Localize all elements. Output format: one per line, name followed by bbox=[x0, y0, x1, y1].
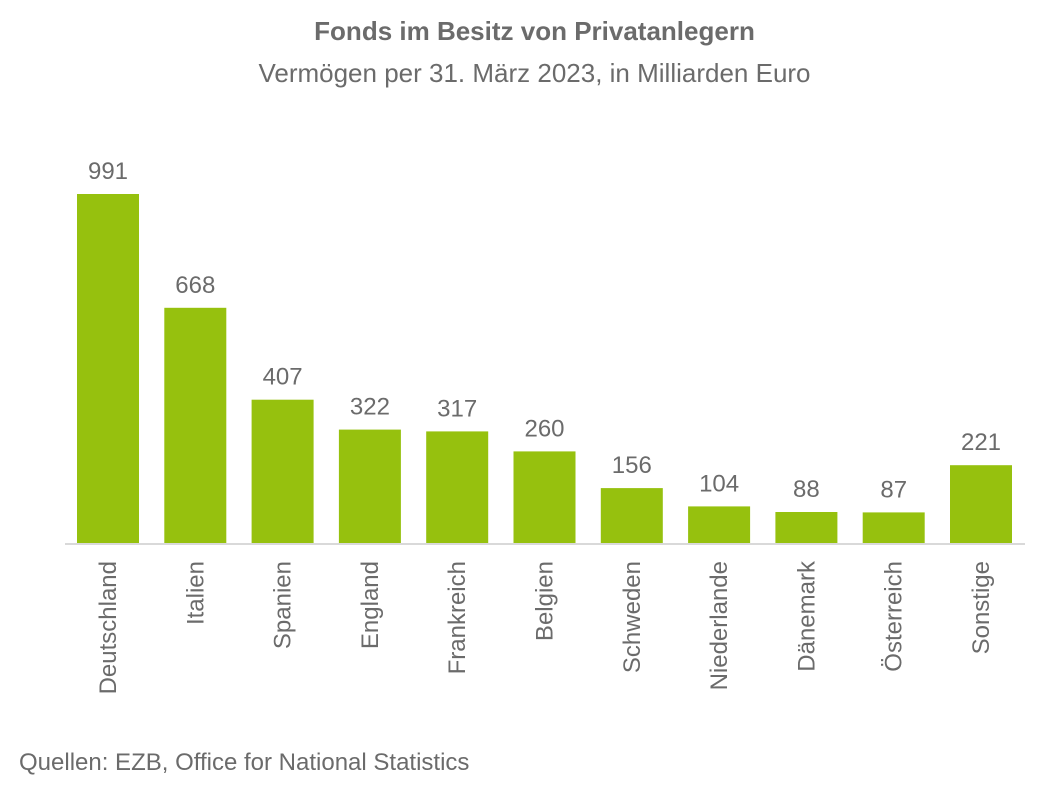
data-label-belgien: 260 bbox=[524, 415, 564, 442]
bar-italien bbox=[164, 307, 227, 543]
data-label-italien: 668 bbox=[175, 272, 215, 299]
data-labels-group: 991 668 407 322 317 260 156 104 88 87 221 bbox=[88, 158, 1001, 503]
bar-belgien bbox=[513, 451, 576, 543]
bar-sonstige bbox=[950, 465, 1012, 543]
bar-österreich bbox=[862, 512, 925, 543]
category-label-frankreich: Frankreich bbox=[444, 561, 471, 674]
data-label-österreich: 87 bbox=[880, 476, 907, 503]
chart-title: Fonds im Besitz von Privatanlegern bbox=[314, 16, 755, 46]
category-label-spanien: Spanien bbox=[270, 561, 297, 649]
data-label-frankreich: 317 bbox=[437, 395, 477, 422]
category-label-belgien: Belgien bbox=[532, 561, 559, 641]
category-label-italien: Italien bbox=[182, 561, 209, 625]
data-label-england: 322 bbox=[350, 394, 390, 421]
bar-frankreich bbox=[426, 431, 489, 543]
category-label-dänemark: Dänemark bbox=[793, 560, 820, 672]
bar-dänemark bbox=[775, 512, 838, 543]
bars-group bbox=[77, 194, 1012, 543]
data-label-schweden: 156 bbox=[612, 452, 652, 479]
bar-schweden bbox=[600, 488, 663, 543]
bar-spanien bbox=[251, 399, 314, 543]
category-label-niederlande: Niederlande bbox=[706, 561, 733, 690]
category-labels-group: Deutschland Italien Spanien England Frankrei… bbox=[95, 560, 995, 694]
bar-niederlande bbox=[688, 506, 751, 543]
data-label-niederlande: 104 bbox=[699, 470, 739, 497]
category-label-schweden: Schweden bbox=[619, 561, 646, 673]
data-label-deutschland: 991 bbox=[88, 158, 128, 185]
category-label-england: England bbox=[357, 561, 384, 649]
category-label-deutschland: Deutschland bbox=[95, 561, 122, 694]
data-label-spanien: 407 bbox=[263, 364, 303, 391]
category-label-österreich: Österreich bbox=[881, 561, 908, 672]
category-label-sonstige: Sonstige bbox=[968, 561, 995, 654]
chart-subtitle: Vermögen per 31. März 2023, in Milliarde… bbox=[258, 58, 811, 88]
data-label-dänemark: 88 bbox=[793, 476, 820, 503]
bar-england bbox=[338, 429, 401, 543]
data-label-sonstige: 221 bbox=[961, 429, 1001, 456]
source-note: Quellen: EZB, Office for National Statis… bbox=[19, 749, 470, 776]
bar-deutschland bbox=[77, 194, 139, 543]
